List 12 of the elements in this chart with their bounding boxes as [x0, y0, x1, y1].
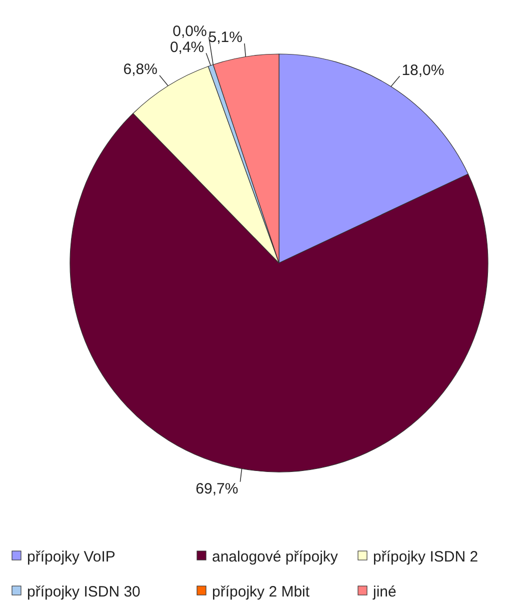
legend-label: přípojky ISDN 2: [373, 548, 478, 566]
legend-label: přípojky 2 Mbit: [212, 583, 310, 600]
legend-label: jiné: [372, 583, 396, 600]
legend-label: přípojky VoIP: [27, 548, 116, 566]
data-label: 69,7%: [196, 480, 238, 498]
data-label: 5,1%: [208, 29, 242, 46]
data-label: 6,8%: [123, 61, 158, 78]
legend-label: přípojky ISDN 30: [27, 583, 140, 600]
legend-label: analogové přípojky: [212, 548, 338, 566]
text: 0,0%: [172, 22, 207, 40]
data-label: 0,4%: [170, 38, 204, 56]
data-label: 18,0%: [402, 62, 444, 79]
